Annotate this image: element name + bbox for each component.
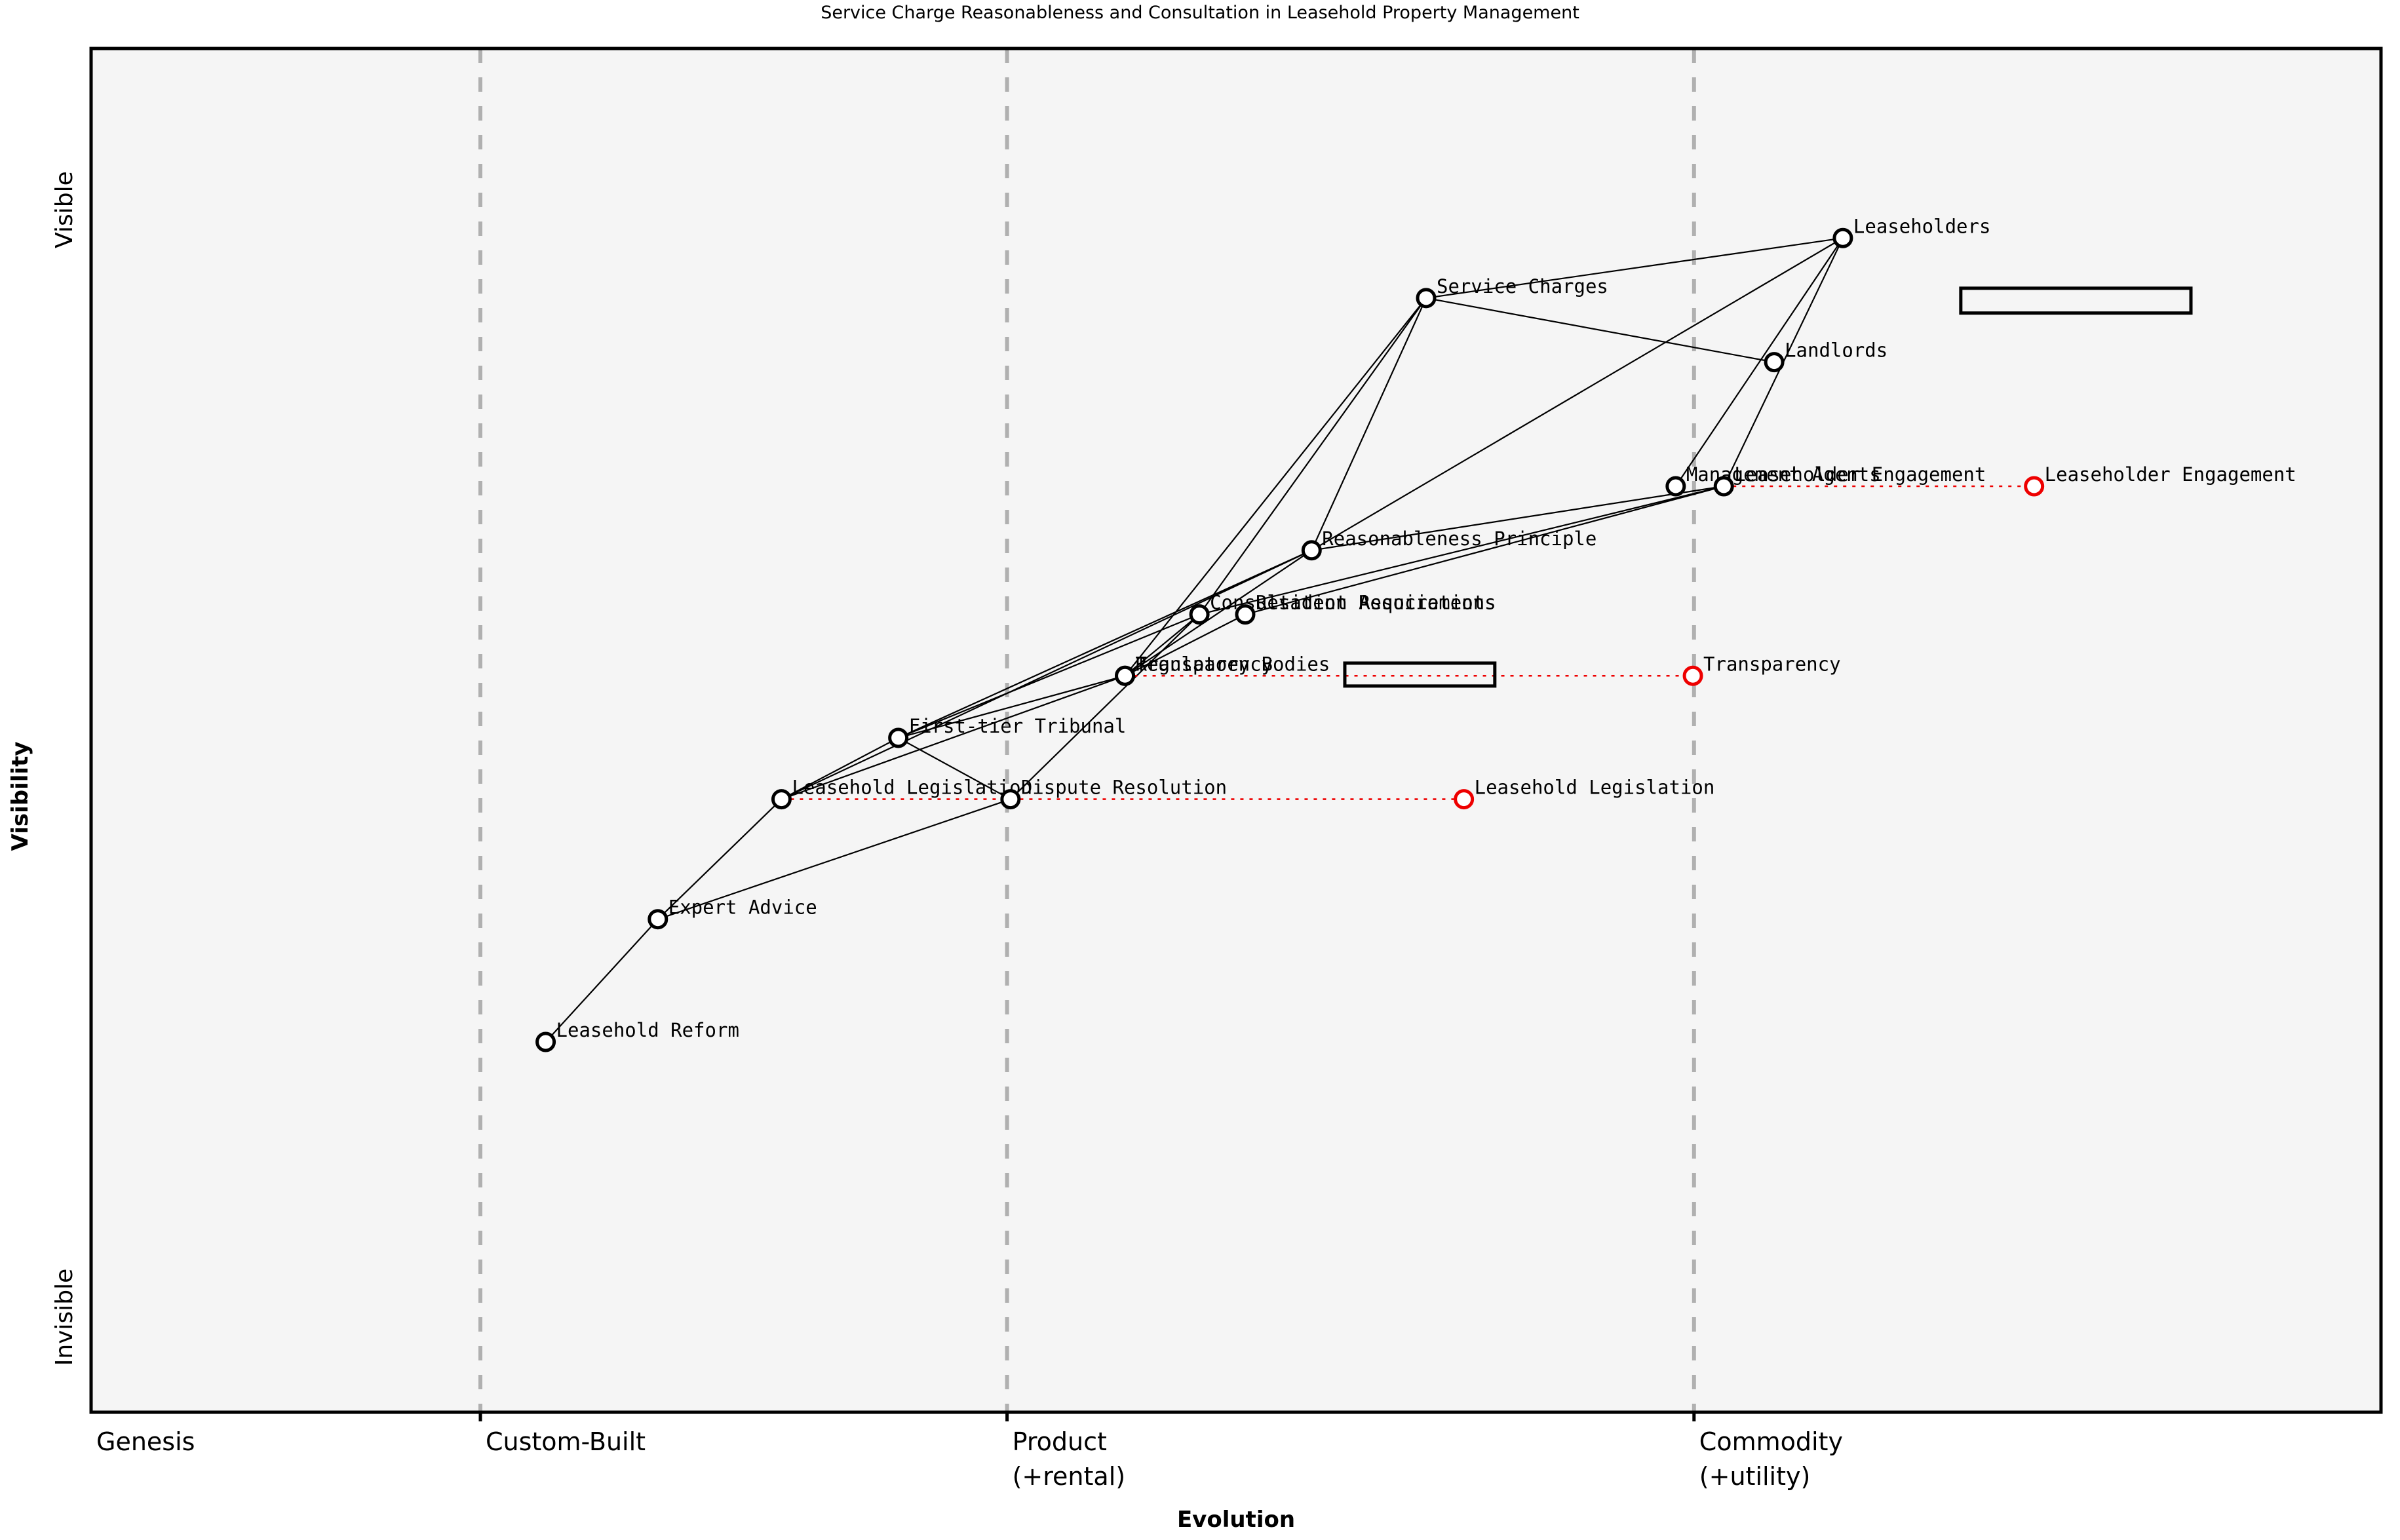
dependency-link <box>781 737 899 800</box>
y-axis-title: Visibility <box>7 742 33 851</box>
dependency-link <box>545 918 659 1043</box>
dependency-link <box>1124 549 1312 677</box>
dependency-link <box>1425 237 1844 299</box>
dependency-link <box>1199 485 1724 615</box>
dependency-link <box>898 675 1125 739</box>
annotation-boxes-layer <box>1343 286 2193 688</box>
component-label: Transparency <box>1136 653 1273 675</box>
dependency-links-layer <box>545 237 1844 1043</box>
dependency-link <box>1125 613 1246 677</box>
component-label: Leasehold Legislation <box>792 777 1032 799</box>
evolution-target-transparency_target[interactable]: Transparency <box>1682 653 1841 686</box>
component-landlords[interactable]: Landlords <box>1764 339 1887 373</box>
component-marker-icon[interactable] <box>1416 288 1437 309</box>
dependency-link <box>781 675 1125 800</box>
component-label: Leaseholder Engagement <box>1734 463 1986 486</box>
component-marker-icon[interactable] <box>1764 352 1785 373</box>
component-marker-icon[interactable] <box>1713 476 1734 497</box>
x-axis-title: Evolution <box>1177 1507 1295 1533</box>
evolution-target-leasehold_legislation_target[interactable]: Leasehold Legislation <box>1454 777 1715 810</box>
component-marker-icon[interactable] <box>1000 789 1021 810</box>
dependency-link <box>1425 297 1775 363</box>
dependency-link <box>898 549 1312 739</box>
evolution-target-label: Leasehold Legislation <box>1475 777 1715 799</box>
component-resident_associations[interactable]: Resident Associations <box>1235 592 1496 625</box>
dependency-link <box>1010 613 1200 800</box>
x-axis-tick-label-3: Commodity (+utility) <box>1699 1427 1843 1491</box>
component-label: Consultation Requirements <box>1210 592 1496 614</box>
dependency-link <box>1124 613 1200 677</box>
component-marker-icon[interactable] <box>1665 476 1686 497</box>
component-leaseholder_engagement[interactable]: Leaseholder Engagement <box>1713 463 1986 497</box>
component-label: Leasehold Reform <box>556 1019 739 1041</box>
component-leaseholders[interactable]: Leaseholders <box>1832 215 1991 248</box>
evolution-target-marker-icon[interactable] <box>1682 665 1703 686</box>
dependency-link <box>898 737 1011 800</box>
component-transparency[interactable]: Transparency <box>1115 653 1273 686</box>
component-label: First-tier Tribunal <box>909 715 1127 737</box>
component-marker-icon[interactable] <box>1115 665 1136 686</box>
component-marker-icon[interactable] <box>1189 604 1210 625</box>
dependency-link <box>1311 237 1844 551</box>
dependency-link <box>1245 485 1724 615</box>
evolution-arrows-layer <box>781 485 2034 800</box>
component-label: Expert Advice <box>668 896 817 919</box>
component-consultation_requirements[interactable]: Consultation Requirements <box>1189 592 1496 625</box>
dependency-link <box>1311 298 1427 551</box>
evolution-target-marker-icon[interactable] <box>1454 789 1475 810</box>
evolution-target-label: Leaseholder Engagement <box>2045 463 2296 486</box>
component-label: Landlords <box>1785 339 1887 362</box>
component-marker-icon[interactable] <box>535 1031 556 1052</box>
x-axis-tick-label-1: Custom-Built <box>486 1427 646 1456</box>
component-marker-icon[interactable] <box>1301 540 1322 561</box>
component-label: Dispute Resolution <box>1021 777 1227 799</box>
component-marker-icon[interactable] <box>1832 227 1853 248</box>
plot-background <box>91 48 2381 1412</box>
evolution-target-label: Transparency <box>1703 653 1841 675</box>
x-axis-tick-label-0: Genesis <box>96 1427 195 1456</box>
dependency-link <box>1674 237 1844 487</box>
evolution-target-leaseholder_engagement_target[interactable]: Leaseholder Engagement <box>2024 463 2296 497</box>
component-leasehold_reform[interactable]: Leasehold Reform <box>535 1019 739 1052</box>
page-title: Service Charge Reasonableness and Consul… <box>821 3 1579 23</box>
component-label: Reasonableness Principle <box>1322 528 1597 550</box>
component-label: Service Charges <box>1437 275 1608 298</box>
component-first_tier_tribunal[interactable]: First-tier Tribunal <box>888 715 1127 748</box>
component-marker-icon[interactable] <box>771 789 792 810</box>
x-axis-tick-label-2: Product (+rental) <box>1013 1427 1125 1491</box>
component-marker-icon[interactable] <box>888 727 909 748</box>
y-axis-bottom-label: Invisible <box>51 1269 78 1366</box>
component-service_charges[interactable]: Service Charges <box>1416 275 1608 309</box>
dependency-link <box>1311 485 1724 551</box>
component-expert_advice[interactable]: Expert Advice <box>648 896 817 930</box>
component-label: Regulatory Bodies <box>1136 653 1330 675</box>
component-label: Resident Associations <box>1256 592 1496 614</box>
component-label: Leaseholders <box>1853 215 1991 237</box>
component-marker-icon[interactable] <box>1235 604 1256 625</box>
evolution-targets-layer: Leaseholder Engagement Transparency Leaseh… <box>1454 463 2296 810</box>
annotation-box-upper[interactable] <box>1959 286 2193 315</box>
dependency-link <box>657 798 783 920</box>
component-leasehold_legislation[interactable]: Leasehold Legislation <box>771 777 1032 810</box>
component-dispute_resolution[interactable]: Dispute Resolution <box>1000 777 1227 810</box>
annotation-box-lower[interactable] <box>1343 661 1497 688</box>
dependency-link <box>1199 298 1427 615</box>
x-axis-tick-labels: Genesis Custom-Built Product (+rental) Commo… <box>96 1427 1843 1491</box>
y-axis-top-label: Visible <box>51 171 78 248</box>
component-reasonableness_principle[interactable]: Reasonableness Principle <box>1301 528 1597 561</box>
plot-border <box>89 47 2383 1414</box>
dependency-link <box>657 798 1011 920</box>
dependency-link <box>898 613 1200 739</box>
component-marker-icon[interactable] <box>648 909 668 930</box>
dependency-link <box>781 549 1312 800</box>
evolution-target-marker-icon[interactable] <box>2024 476 2045 497</box>
